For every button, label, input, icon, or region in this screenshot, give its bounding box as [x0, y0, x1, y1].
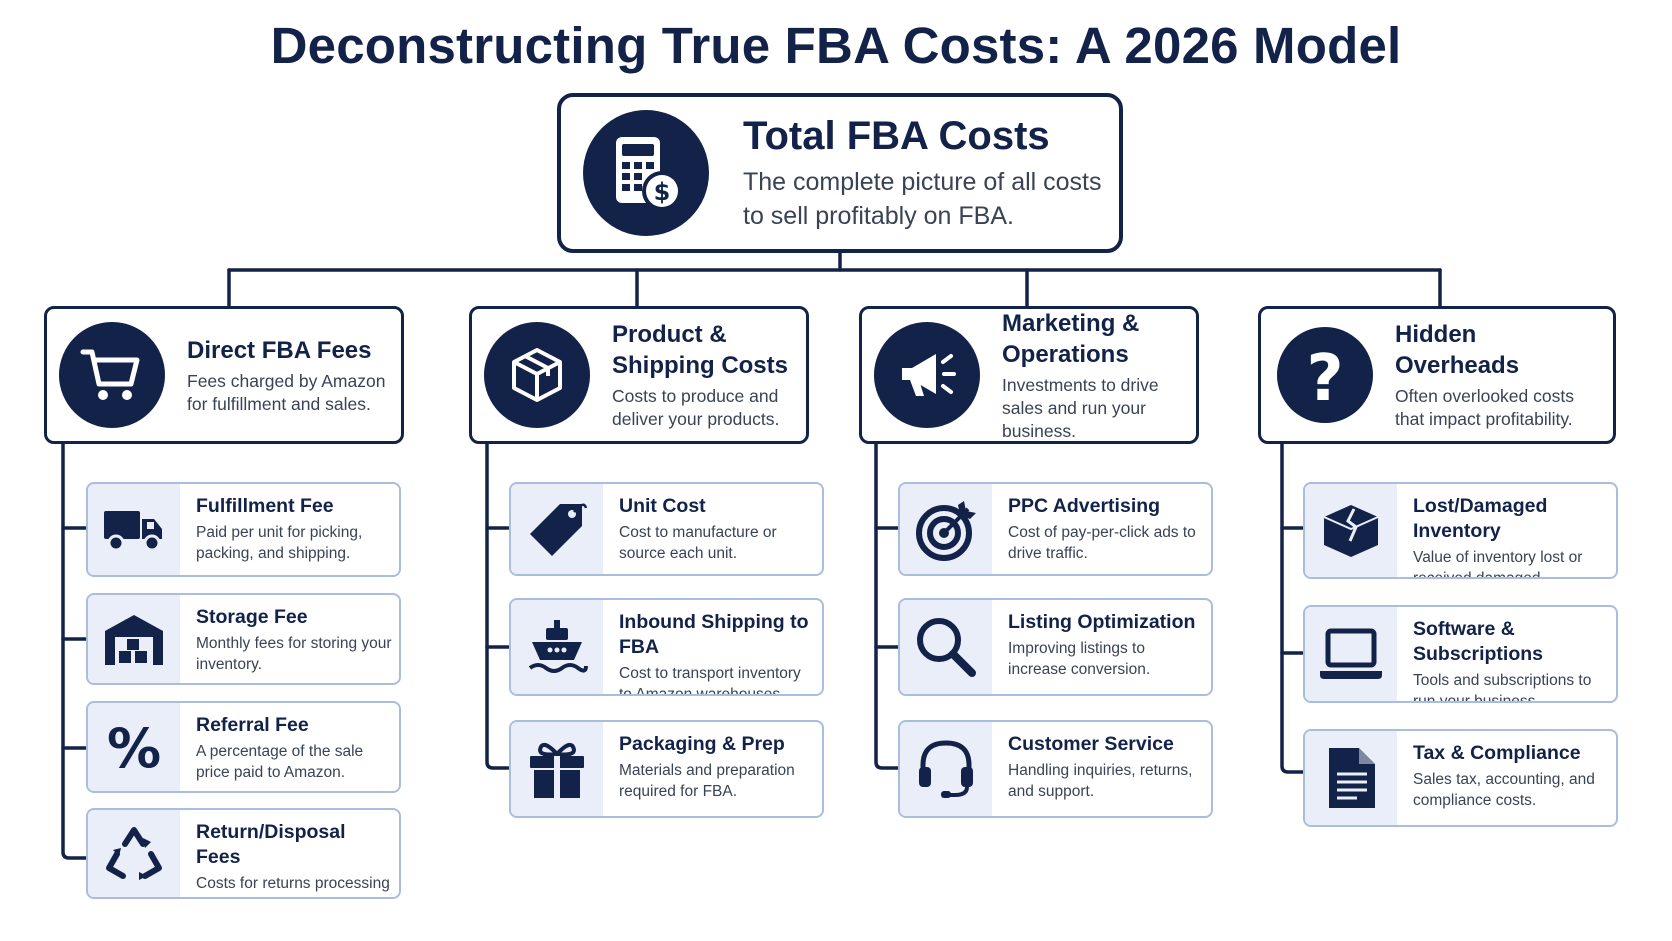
- item-title: Customer Service: [1008, 733, 1174, 755]
- document-icon: [1305, 731, 1397, 825]
- item-description: Handling inquiries, returns, and support…: [1008, 762, 1193, 800]
- item-description: Value of inventory lost or received dama…: [1413, 549, 1583, 579]
- item-description: Cost of pay-per-click ads to drive traff…: [1008, 524, 1196, 562]
- item-description: Costs for returns processing or disposal…: [196, 875, 390, 897]
- magnifier-icon: [900, 600, 992, 694]
- root-description: The complete picture of all costs to sel…: [743, 167, 1102, 230]
- item-title: Return/Disposal Fees: [196, 821, 346, 868]
- calculator-dollar-icon: $: [583, 110, 709, 236]
- item-description: Paid per unit for picking, packing, and …: [196, 524, 363, 562]
- item-description: Cost to manufacture or source each unit.: [619, 524, 777, 562]
- category-description: Investments to drive sales and run your …: [1002, 374, 1159, 441]
- recycle-icon: [88, 810, 180, 897]
- item-title: Software & Subscriptions: [1413, 618, 1544, 665]
- sub-card-listing-optimization: Listing Optimization Improving listings …: [898, 598, 1213, 696]
- item-description: Cost to transport inventory to Amazon wa…: [619, 665, 801, 696]
- root-card-total-fba-costs: $ Total FBA Costs The complete picture o…: [557, 93, 1123, 253]
- item-title: PPC Advertising: [1008, 495, 1161, 517]
- item-title: Unit Cost: [619, 495, 706, 517]
- category-description: Often overlooked costs that impact profi…: [1395, 386, 1574, 429]
- item-title: Tax & Compliance: [1413, 742, 1581, 764]
- headset-icon: [900, 722, 992, 816]
- ship-icon: [511, 600, 603, 694]
- category-title: Marketing & Operations: [1002, 309, 1140, 368]
- damaged-box-icon: [1305, 484, 1397, 577]
- sub-card-referral-fee: % Referral Fee A percentage of the sale …: [86, 701, 401, 793]
- category-title: Product & Shipping Costs: [612, 321, 788, 379]
- svg-text:$: $: [654, 178, 671, 206]
- category-card-hidden-overheads: ? Hidden Overheads Often overlooked cost…: [1258, 306, 1616, 444]
- question-mark-icon: ?: [1277, 327, 1373, 423]
- sub-card-software-subscriptions: Software & Subscriptions Tools and subsc…: [1303, 605, 1618, 703]
- gift-box-icon: [511, 722, 603, 816]
- category-description: Fees charged by Amazon for fulfillment a…: [187, 370, 386, 414]
- sub-card-fulfillment-fee: Fulfillment Fee Paid per unit for pickin…: [86, 482, 401, 577]
- svg-text:%: %: [107, 717, 161, 777]
- sub-card-packaging-prep: Packaging & Prep Materials and preparati…: [509, 720, 824, 818]
- percent-icon: %: [88, 703, 180, 791]
- category-card-product-shipping: Product & Shipping Costs Costs to produc…: [469, 306, 809, 444]
- sub-card-return-disposal-fees: Return/Disposal Fees Costs for returns p…: [86, 808, 401, 899]
- shopping-cart-icon: [59, 322, 165, 428]
- sub-card-storage-fee: Storage Fee Monthly fees for storing you…: [86, 593, 401, 685]
- laptop-icon: [1305, 607, 1397, 701]
- box-icon: [484, 322, 590, 428]
- item-description: Sales tax, accounting, and compliance co…: [1413, 771, 1595, 809]
- sub-card-ppc-advertising: PPC Advertising Cost of pay-per-click ad…: [898, 482, 1213, 576]
- item-title: Lost/Damaged Inventory: [1413, 495, 1548, 542]
- item-description: A percentage of the sale price paid to A…: [196, 743, 364, 781]
- item-title: Packaging & Prep: [619, 733, 785, 755]
- warehouse-icon: [88, 595, 180, 683]
- item-description: Monthly fees for storing your inventory.: [196, 635, 392, 673]
- sub-card-customer-service: Customer Service Handling inquiries, ret…: [898, 720, 1213, 818]
- category-card-marketing-operations: Marketing & Operations Investments to dr…: [859, 306, 1199, 444]
- item-description: Tools and subscriptions to run your busi…: [1413, 672, 1592, 703]
- item-title: Fulfillment Fee: [196, 495, 334, 517]
- svg-text:?: ?: [1306, 342, 1343, 408]
- item-title: Storage Fee: [196, 606, 308, 628]
- item-title: Inbound Shipping to FBA: [619, 611, 809, 658]
- category-title: Direct FBA Fees: [187, 336, 372, 364]
- item-title: Listing Optimization: [1008, 611, 1196, 633]
- megaphone-icon: [874, 322, 980, 428]
- item-description: Improving listings to increase conversio…: [1008, 640, 1151, 678]
- sub-card-inbound-shipping: Inbound Shipping to FBA Cost to transpor…: [509, 598, 824, 696]
- item-title: Referral Fee: [196, 714, 309, 736]
- price-tag-icon: [511, 484, 603, 574]
- category-description: Costs to produce and deliver your produc…: [612, 386, 780, 429]
- delivery-truck-icon: [88, 484, 180, 575]
- item-description: Materials and preparation required for F…: [619, 762, 795, 800]
- page-title: Deconstructing True FBA Costs: A 2026 Mo…: [270, 17, 1402, 74]
- target-icon: [900, 484, 992, 574]
- sub-card-lost-damaged-inventory: Lost/Damaged Inventory Value of inventor…: [1303, 482, 1618, 579]
- category-title: Hidden Overheads: [1395, 321, 1520, 379]
- category-card-direct-fba-fees: Direct FBA Fees Fees charged by Amazon f…: [44, 306, 404, 444]
- sub-card-unit-cost: Unit Cost Cost to manufacture or source …: [509, 482, 824, 576]
- sub-card-tax-compliance: Tax & Compliance Sales tax, accounting, …: [1303, 729, 1618, 827]
- root-title: Total FBA Costs: [743, 113, 1050, 158]
